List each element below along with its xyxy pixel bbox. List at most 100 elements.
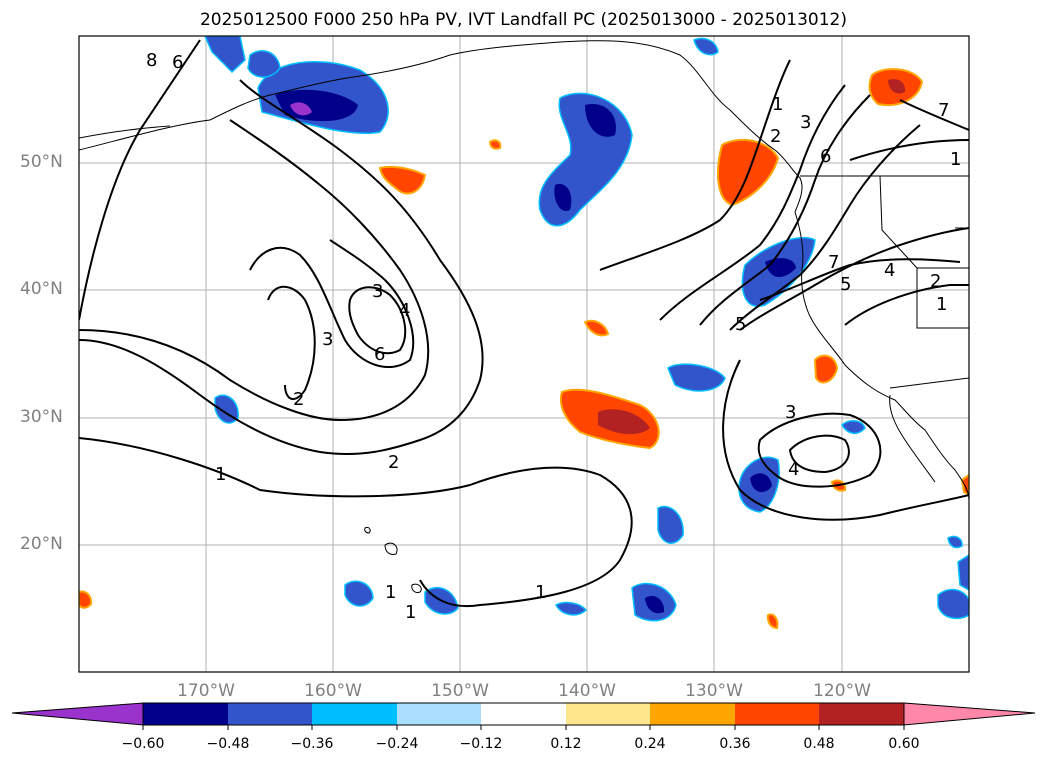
colorbar-segment	[566, 703, 650, 725]
contour-4-inner	[267, 285, 316, 400]
contour-label: 4	[788, 459, 799, 480]
colorbar-segment	[650, 703, 735, 725]
plot-frame	[78, 35, 970, 673]
colorbar-tick-label: 0.48	[803, 736, 835, 752]
patch-pos-small-4	[79, 590, 93, 609]
patch-pos-small-3	[813, 354, 839, 384]
coast-west-us	[794, 211, 969, 501]
lon-label: 120°W	[813, 681, 871, 701]
colorbar-tick-label: 0.24	[634, 736, 666, 752]
lon-label: 130°W	[685, 681, 743, 701]
lon-label: 160°W	[304, 681, 362, 701]
ivt-contours	[79, 39, 969, 608]
lat-label: 40°N	[20, 279, 63, 299]
contour-label: 1	[535, 582, 546, 603]
colorbar-extend-right	[903, 702, 1036, 726]
contour-label: 4	[399, 300, 410, 321]
patch-small-2	[841, 420, 866, 434]
contour-label: 1	[936, 294, 947, 315]
coastlines	[79, 40, 969, 593]
contour-label: 3	[800, 112, 811, 133]
contour-label: 6	[820, 146, 831, 167]
contour-south-1	[722, 359, 969, 521]
contour-east-8	[849, 139, 969, 161]
patch-se2	[957, 554, 969, 591]
contour-label: 8	[146, 50, 157, 71]
contour-east-6	[759, 258, 961, 301]
coast-baja	[889, 394, 936, 483]
contour-label: 7	[938, 100, 949, 121]
patch-offshore-25n-core	[750, 473, 772, 493]
contour-south-2	[757, 412, 882, 488]
border-mexico	[889, 377, 969, 389]
patch-pos-mid-core	[598, 409, 650, 435]
contour-south-3	[788, 434, 850, 474]
contour-label: 1	[215, 464, 226, 485]
colorbar-tick-label: −0.36	[290, 736, 334, 752]
colorbar-tick-label: 0.12	[550, 736, 582, 752]
patch-pos-small-5	[766, 613, 779, 630]
colorbar-segment	[735, 703, 819, 725]
lon-label: 150°W	[431, 681, 489, 701]
coast-hawaii-3	[364, 527, 371, 534]
patch-gulf-alaska-peak	[290, 102, 312, 116]
contour-labels: 1 2 2 3 3 4 6 6 8 1 1 1 1 2 3 6 7 1 7 5 …	[146, 50, 961, 623]
contour-east-4	[729, 124, 921, 331]
gridlines	[79, 36, 969, 672]
coast-hawaii-1	[384, 542, 398, 555]
lat-label: 30°N	[20, 407, 63, 427]
contour-label: 5	[735, 314, 746, 335]
contour-label: 6	[172, 52, 183, 73]
coast-bc	[774, 149, 803, 213]
colorbar-tick-label: −0.24	[375, 736, 419, 752]
colorbar-segment	[397, 703, 481, 725]
contour-3	[79, 119, 430, 422]
lon-label: 140°W	[558, 681, 616, 701]
contour-2	[79, 79, 484, 456]
patch-gulf-alaska-core	[275, 89, 358, 122]
colorbar-segment	[312, 703, 397, 725]
colorbar-tick-label: −0.12	[459, 736, 503, 752]
contour-4	[249, 239, 415, 369]
patch-pos-nw-canada-core	[888, 79, 906, 94]
contour-6	[348, 286, 407, 355]
coast-alaska	[79, 40, 776, 151]
plot-area	[79, 36, 969, 672]
contour-label: 2	[293, 389, 304, 410]
patch-pos-small-2	[583, 319, 610, 337]
contour-1-main	[79, 437, 633, 608]
colorbar-tick-label: −0.60	[121, 736, 165, 752]
patch-se	[937, 588, 969, 620]
map-title: 2025012500 F000 250 hPa PV, IVT Landfall…	[199, 10, 847, 30]
patch-pos-small-6	[488, 139, 502, 150]
patch-21n	[657, 505, 684, 544]
lat-label: 50°N	[20, 152, 63, 172]
colorbar-extend-left	[11, 702, 144, 726]
contour-east-7	[899, 99, 969, 131]
colorbar-segment	[481, 703, 566, 725]
patch-north-central-core	[585, 104, 616, 137]
contour-label: 1	[772, 94, 783, 115]
contour-east-2	[659, 84, 846, 321]
contour-label: 2	[930, 271, 941, 292]
colorbar	[11, 702, 1036, 730]
contour-label: 3	[372, 281, 383, 302]
lon-label: 170°W	[177, 681, 235, 701]
patch-north-central-core2	[554, 183, 572, 211]
colorbar-frame	[142, 702, 905, 726]
patch-nw2	[247, 50, 281, 78]
contour-east-3	[699, 94, 871, 326]
colorbar-segment	[228, 703, 312, 725]
patch-small-1	[554, 601, 588, 616]
contour-label: 4	[884, 260, 895, 281]
colorbar-segment	[143, 703, 228, 725]
contour-label: 3	[322, 329, 333, 350]
contour-label: 2	[770, 126, 781, 147]
contour-label: 1	[385, 582, 396, 603]
colorbar-segment	[819, 703, 904, 725]
coast-hawaii-2	[411, 583, 422, 593]
contour-label: 5	[840, 274, 851, 295]
contour-label: 1	[950, 149, 961, 170]
colorbar-tick-label: 0.36	[719, 736, 751, 752]
